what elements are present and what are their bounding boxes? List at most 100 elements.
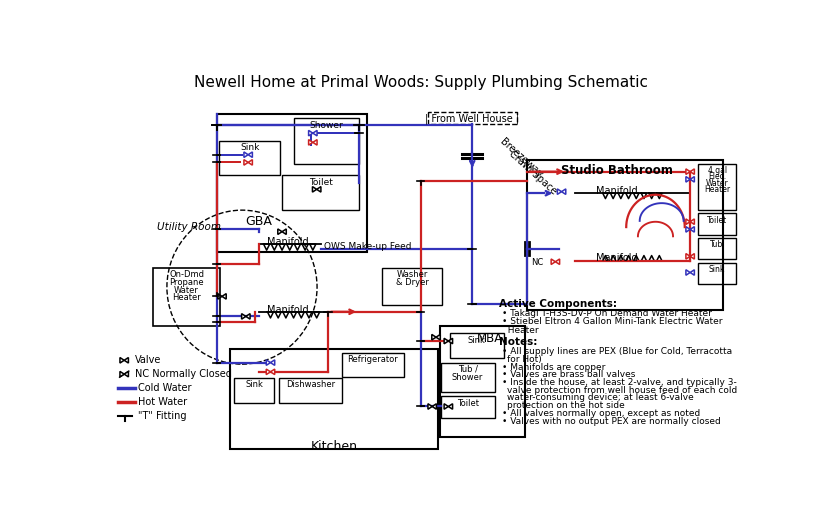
Bar xyxy=(235,378,274,403)
Polygon shape xyxy=(309,139,313,145)
Polygon shape xyxy=(690,177,695,182)
Polygon shape xyxy=(124,371,128,377)
Text: NC: NC xyxy=(531,258,543,267)
Text: • All valves normally open, except as noted: • All valves normally open, except as no… xyxy=(502,409,700,418)
Text: Valve: Valve xyxy=(135,355,161,365)
Polygon shape xyxy=(690,227,695,232)
Bar xyxy=(294,118,359,164)
Text: Active Components:: Active Components: xyxy=(500,298,617,309)
Text: On-Dmd: On-Dmd xyxy=(169,270,204,279)
Text: Toilet: Toilet xyxy=(707,215,728,225)
Polygon shape xyxy=(267,360,271,365)
Polygon shape xyxy=(218,294,222,299)
Text: for Hot): for Hot) xyxy=(507,355,542,364)
Polygon shape xyxy=(120,371,124,377)
Polygon shape xyxy=(428,404,432,409)
Text: Toilet: Toilet xyxy=(309,178,332,187)
Polygon shape xyxy=(278,229,282,235)
Polygon shape xyxy=(282,229,286,235)
Polygon shape xyxy=(124,358,128,363)
Polygon shape xyxy=(686,177,690,182)
Polygon shape xyxy=(432,335,436,340)
Text: • All supply lines are PEX (Blue for Cold, Terracotta: • All supply lines are PEX (Blue for Col… xyxy=(502,347,732,356)
Text: Washer: Washer xyxy=(397,270,428,279)
Polygon shape xyxy=(686,270,690,275)
Bar xyxy=(219,141,281,176)
Text: Utility Room: Utility Room xyxy=(157,222,221,232)
Polygon shape xyxy=(313,139,317,145)
Polygon shape xyxy=(686,219,690,225)
Text: & Dryer: & Dryer xyxy=(396,278,429,287)
Polygon shape xyxy=(317,187,321,192)
Bar xyxy=(527,160,723,310)
Text: • Valves are brass ball valves: • Valves are brass ball valves xyxy=(502,370,635,379)
Text: • Stiebel Eltron 4 Gallon Mini-Tank Electric Water: • Stiebel Eltron 4 Gallon Mini-Tank Elec… xyxy=(502,317,723,326)
Text: Manifold: Manifold xyxy=(267,237,309,247)
Text: Refrigerator: Refrigerator xyxy=(347,355,398,364)
Text: Manifold: Manifold xyxy=(596,253,638,263)
Polygon shape xyxy=(444,404,449,409)
Text: Shower: Shower xyxy=(309,121,343,130)
Polygon shape xyxy=(690,270,695,275)
Text: Heater: Heater xyxy=(704,185,730,194)
Bar xyxy=(279,378,342,403)
Bar xyxy=(439,326,524,437)
Polygon shape xyxy=(561,189,565,194)
Polygon shape xyxy=(120,358,124,363)
Text: Sink: Sink xyxy=(245,380,263,389)
Polygon shape xyxy=(551,259,556,264)
Text: • Takagi T-H3S-DV-P On Demand Water Heater: • Takagi T-H3S-DV-P On Demand Water Heat… xyxy=(502,309,712,318)
Text: Notes:: Notes: xyxy=(500,337,537,347)
Text: Sink: Sink xyxy=(468,336,486,345)
Polygon shape xyxy=(249,160,253,165)
Text: "T" Fitting: "T" Fitting xyxy=(138,411,187,421)
Text: • Inside the house, at least 2-valve, and typically 3-: • Inside the house, at least 2-valve, an… xyxy=(502,378,737,387)
Text: Elec.: Elec. xyxy=(708,172,726,181)
Text: Crawl Space: Crawl Space xyxy=(507,148,559,196)
Text: Manifold: Manifold xyxy=(596,186,638,195)
Bar xyxy=(440,396,495,418)
Polygon shape xyxy=(449,404,453,409)
Bar xyxy=(282,176,359,210)
Bar xyxy=(698,164,737,210)
Bar xyxy=(698,213,737,235)
Text: Toilet: Toilet xyxy=(457,399,479,408)
Polygon shape xyxy=(244,160,249,165)
Text: Kitchen: Kitchen xyxy=(311,439,358,453)
Text: GBA: GBA xyxy=(245,215,272,228)
Polygon shape xyxy=(244,152,249,157)
Polygon shape xyxy=(449,338,453,344)
Text: Dishwasher: Dishwasher xyxy=(286,380,335,389)
Text: • Manifolds are copper: • Manifolds are copper xyxy=(502,363,606,371)
Text: valve protection from well house feed of each cold: valve protection from well house feed of… xyxy=(507,386,737,395)
Polygon shape xyxy=(309,130,313,136)
Polygon shape xyxy=(313,130,317,136)
Text: Sink: Sink xyxy=(709,265,725,274)
Text: | From Well House |: | From Well House | xyxy=(425,114,519,124)
Polygon shape xyxy=(686,254,690,259)
Polygon shape xyxy=(556,259,560,264)
Text: Water: Water xyxy=(174,286,199,295)
Text: Studio Bathroom: Studio Bathroom xyxy=(561,164,673,177)
Polygon shape xyxy=(313,187,317,192)
Text: • Valves with no output PEX are normally closed: • Valves with no output PEX are normally… xyxy=(502,417,721,426)
Bar xyxy=(698,262,737,284)
Bar xyxy=(153,268,221,326)
Text: MBA: MBA xyxy=(477,332,503,345)
Text: Sink: Sink xyxy=(240,143,259,152)
Bar xyxy=(342,353,404,377)
Text: water-consuming device; at least 6-valve: water-consuming device; at least 6-valve xyxy=(507,393,694,402)
Text: Heater: Heater xyxy=(172,293,201,302)
Text: Shower: Shower xyxy=(452,372,483,381)
Text: protection on the hot side: protection on the hot side xyxy=(507,401,625,410)
Text: Cold Water: Cold Water xyxy=(138,383,192,393)
Polygon shape xyxy=(690,219,695,225)
Bar xyxy=(440,363,495,392)
Polygon shape xyxy=(557,189,561,194)
Text: Water: Water xyxy=(705,179,728,188)
Bar xyxy=(450,334,504,358)
Polygon shape xyxy=(249,152,253,157)
Polygon shape xyxy=(686,227,690,232)
Polygon shape xyxy=(432,404,436,409)
Text: Propane: Propane xyxy=(170,278,204,287)
